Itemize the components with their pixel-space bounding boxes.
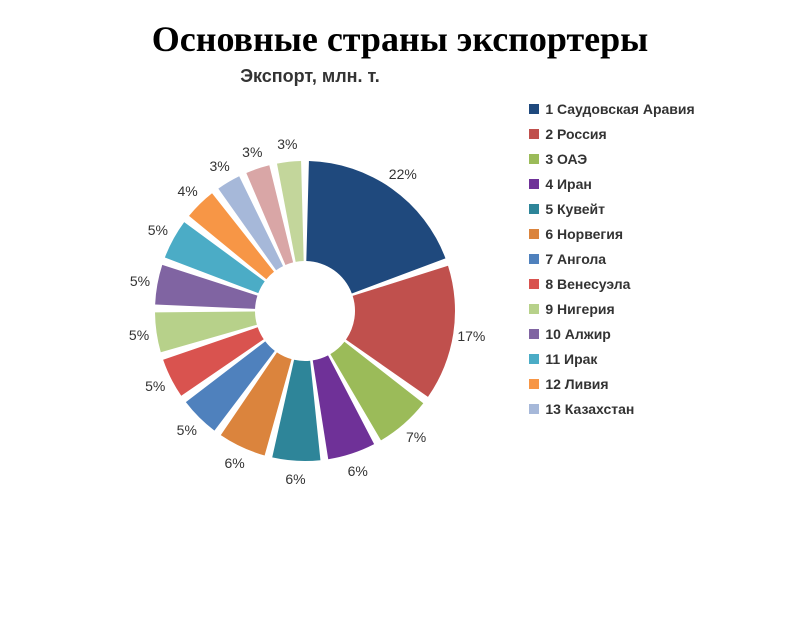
pie-svg [105,91,505,511]
legend-swatch [529,279,539,289]
legend-swatch [529,129,539,139]
legend-item: 13 Казахстан [529,401,694,417]
legend-item: 5 Кувейт [529,201,694,217]
legend-swatch [529,304,539,314]
legend-label: 5 Кувейт [545,201,605,217]
legend-item: 6 Норвегия [529,226,694,242]
legend-label: 2 Россия [545,126,606,142]
legend-item: 12 Ливия [529,376,694,392]
slice-pct-label: 4% [177,183,197,199]
legend-label: 13 Казахстан [545,401,634,417]
legend-item: 11 Ирак [529,351,694,367]
slice-pct-label: 3% [277,136,297,152]
legend-swatch [529,154,539,164]
slice-pct-label: 22% [389,166,417,182]
legend-item: 8 Венесуэла [529,276,694,292]
slice-pct-label: 3% [242,144,262,160]
slice-pct-label: 6% [225,455,245,471]
slice-pct-label: 5% [130,273,150,289]
legend-swatch [529,229,539,239]
legend-item: 7 Ангола [529,251,694,267]
legend-swatch [529,104,539,114]
slice-pct-label: 5% [145,378,165,394]
legend-label: 10 Алжир [545,326,611,342]
legend-label: 3 ОАЭ [545,151,587,167]
legend-item: 9 Нигерия [529,301,694,317]
legend-swatch [529,329,539,339]
legend-label: 4 Иран [545,176,592,192]
legend-swatch [529,179,539,189]
legend-swatch [529,404,539,414]
legend-label: 8 Венесуэла [545,276,630,292]
legend-item: 3 ОАЭ [529,151,694,167]
slice-pct-label: 6% [348,463,368,479]
legend-swatch [529,254,539,264]
slice-pct-label: 7% [406,429,426,445]
slice-pct-label: 5% [148,222,168,238]
legend-label: 7 Ангола [545,251,606,267]
legend-item: 10 Алжир [529,326,694,342]
legend-item: 1 Саудовская Аравия [529,101,694,117]
legend-swatch [529,379,539,389]
legend-item: 2 Россия [529,126,694,142]
legend-swatch [529,354,539,364]
chart-and-legend: 22% 17% 7% 6% 6% 6% 5% 5% 5% 5% 5% 4% 3% 3% 3% 1 Саудо… [0,91,800,511]
slice-pct-label: 5% [177,422,197,438]
slice-pct-label: 3% [210,158,230,174]
legend-label: 1 Саудовская Аравия [545,101,694,117]
legend-item: 4 Иран [529,176,694,192]
legend-label: 11 Ирак [545,351,597,367]
chart-title: Экспорт, млн. т. [0,66,800,87]
slice-pct-label: 6% [285,471,305,487]
slice-pct-label: 5% [129,327,149,343]
page-title: Основные страны экспортеры [0,18,800,60]
legend-label: 12 Ливия [545,376,608,392]
legend-label: 9 Нигерия [545,301,614,317]
legend-swatch [529,204,539,214]
legend-label: 6 Норвегия [545,226,623,242]
slice-pct-label: 17% [457,328,485,344]
pie-chart: 22% 17% 7% 6% 6% 6% 5% 5% 5% 5% 5% 4% 3% 3% 3% [105,91,505,511]
legend: 1 Саудовская Аравия 2 Россия 3 ОАЭ 4 Иран 5 … [529,101,694,426]
